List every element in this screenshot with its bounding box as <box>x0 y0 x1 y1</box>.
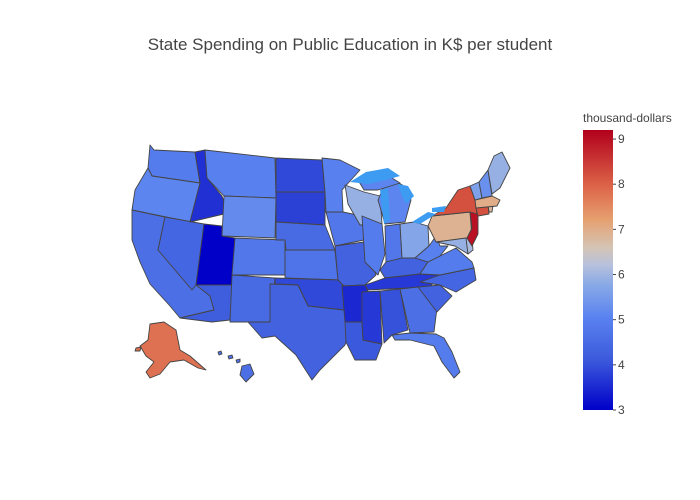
state-PA[interactable] <box>427 211 473 243</box>
lake-michigan <box>380 188 390 224</box>
colorbar-tick-label: 7 <box>618 222 625 236</box>
state-AK-island[interactable] <box>134 346 142 352</box>
colorbar-gradient <box>583 130 613 410</box>
state-MN[interactable] <box>321 157 361 213</box>
colorbar-tick-label: 6 <box>618 268 625 282</box>
map-layer <box>131 144 511 383</box>
colorbar-ticks: 3 4 5 6 7 8 9 <box>613 132 625 417</box>
state-SD[interactable] <box>275 191 326 226</box>
colorbar-tick-label: 8 <box>618 177 625 191</box>
colorbar-tick-label: 4 <box>618 358 625 372</box>
state-ME[interactable] <box>487 151 511 195</box>
state-WV[interactable] <box>414 235 449 263</box>
colorbar-title: thousand-dollars <box>583 111 672 125</box>
state-HI-1[interactable] <box>217 350 223 356</box>
colorbar-tick-label: 9 <box>618 132 625 146</box>
chart-title: State Spending on Public Education in K$… <box>148 35 553 54</box>
lake-ontario <box>432 206 446 212</box>
state-KS[interactable] <box>284 249 339 281</box>
colorbar-tick-label: 5 <box>618 313 625 327</box>
state-AK[interactable] <box>139 321 207 379</box>
colorbar-tick-label: 3 <box>618 403 625 417</box>
state-IL[interactable] <box>361 215 386 276</box>
state-FL[interactable] <box>391 332 461 379</box>
state-NV[interactable] <box>157 216 205 291</box>
state-NM[interactable] <box>229 274 276 323</box>
colorbar: thousand-dollars 3 4 5 6 7 8 9 <box>583 111 672 417</box>
state-HI-2[interactable] <box>227 354 234 360</box>
lake-erie <box>412 212 436 224</box>
state-SC[interactable] <box>417 284 453 313</box>
lake-huron <box>398 184 414 204</box>
state-IN[interactable] <box>384 223 403 263</box>
state-AL[interactable] <box>379 288 409 344</box>
state-TX[interactable] <box>247 283 351 381</box>
state-MS[interactable] <box>361 290 383 345</box>
state-ND[interactable] <box>275 157 326 193</box>
lake-superior <box>350 168 400 184</box>
state-HI-big[interactable] <box>239 363 255 383</box>
state-WY[interactable] <box>221 195 277 239</box>
state-HI-3[interactable] <box>235 358 241 364</box>
state-CO[interactable] <box>231 237 286 276</box>
